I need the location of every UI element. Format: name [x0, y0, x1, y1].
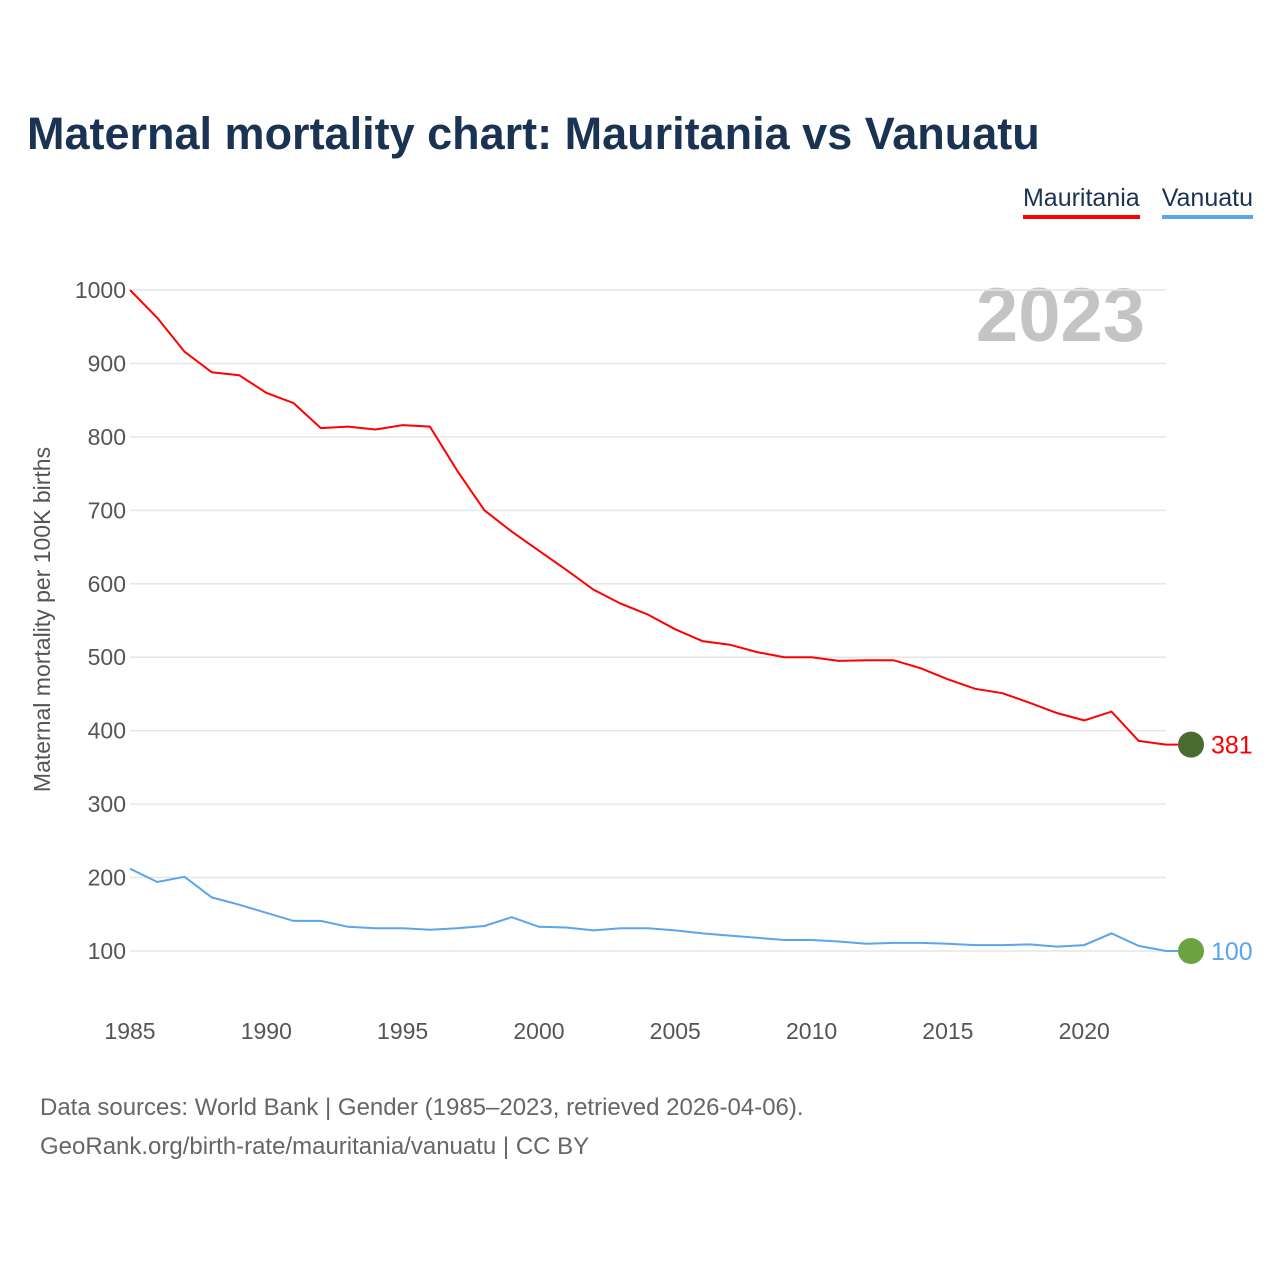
chart-title: Maternal mortality chart: Mauritania vs … [27, 108, 1040, 159]
y-tick-label: 600 [88, 571, 126, 597]
source-url-text: GeoRank.org/birth-rate/mauritania/vanuat… [40, 1133, 590, 1160]
footer: Data sources: World Bank | Gender (1985–… [40, 1088, 804, 1166]
y-tick-label: 500 [88, 644, 126, 670]
y-tick-label: 300 [88, 791, 126, 817]
y-tick-label: 1000 [75, 277, 126, 303]
x-tick-label: 2005 [650, 1018, 701, 1044]
x-tick-label: 1985 [104, 1018, 155, 1044]
x-tick-label: 2000 [513, 1018, 564, 1044]
series-line-mauritania [129, 289, 1167, 746]
data-source-text: Data sources: World Bank | Gender (1985–… [40, 1094, 804, 1121]
legend-vanuatu[interactable]: Vanuatu [1161, 184, 1253, 219]
x-tick-label: 2015 [922, 1018, 973, 1044]
year-watermark: 2023 [975, 273, 1145, 358]
end-value-label: 381 [1211, 732, 1253, 760]
y-tick-label: 900 [88, 350, 126, 376]
x-tick-label: 1990 [241, 1018, 292, 1044]
y-tick-label: 800 [88, 424, 126, 450]
y-tick-label: 100 [88, 938, 126, 964]
legend-mauritania[interactable]: Mauritania [1022, 184, 1140, 219]
y-tick-label: 700 [88, 497, 126, 523]
x-tick-label: 2020 [1059, 1018, 1110, 1044]
x-tick-label: 1995 [377, 1018, 428, 1044]
flag-icon-mauritania [1178, 731, 1204, 758]
y-tick-label: 200 [88, 865, 126, 891]
x-tick-label: 2010 [786, 1018, 837, 1044]
flag-icon-vanuatu [1178, 938, 1204, 964]
series-line-vanuatu [129, 867, 1167, 952]
y-tick-label: 400 [88, 718, 126, 744]
y-axis-label: Maternal mortality per 100K births [29, 447, 55, 792]
end-value-label: 100 [1211, 938, 1253, 966]
legend: Mauritania Vanuatu [1022, 184, 1253, 219]
